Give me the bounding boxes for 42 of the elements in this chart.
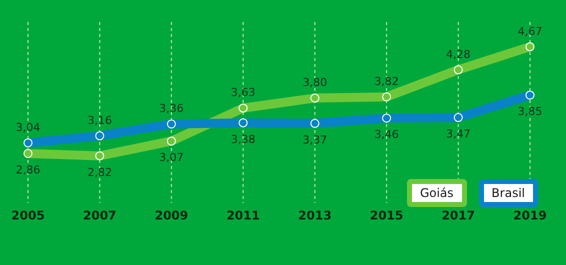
point — [382, 114, 392, 123]
data-label: 4,28 — [446, 48, 471, 61]
point — [310, 94, 320, 103]
point — [238, 118, 248, 128]
data-label: 3,38 — [230, 132, 256, 146]
data-label: 2,82 — [87, 166, 112, 179]
data-label: 4,67 — [518, 24, 542, 38]
x-tick-label: 2017 — [442, 208, 475, 223]
data-label: 3,04 — [16, 120, 40, 134]
point — [454, 65, 463, 74]
data-label: 3,47 — [446, 128, 471, 141]
point — [310, 118, 320, 128]
data-label: 3,63 — [230, 86, 256, 100]
data-label: 3,36 — [159, 102, 184, 115]
point — [166, 136, 176, 146]
data-label: 3,82 — [374, 74, 399, 88]
data-label: 3,46 — [374, 128, 399, 142]
x-tick-label: 2009 — [154, 208, 188, 223]
point — [526, 42, 534, 52]
x-tick-label: 2011 — [226, 208, 260, 223]
text: Goiás — [406, 179, 467, 207]
point — [382, 92, 392, 102]
data-label: 3,80 — [302, 76, 328, 90]
point — [95, 131, 104, 140]
x-tick-label: 2019 — [513, 208, 547, 223]
text: Brasil — [478, 179, 538, 207]
x-tick-label: 2013 — [298, 208, 332, 223]
point — [454, 113, 463, 122]
data-label: 3,07 — [159, 151, 184, 164]
point — [166, 119, 176, 128]
point — [24, 138, 32, 148]
data-label: 3,85 — [518, 105, 542, 118]
x-tick-label: 2005 — [11, 208, 45, 223]
x-tick-label: 2007 — [83, 208, 116, 223]
x-tick-label: 2015 — [370, 208, 404, 223]
point — [95, 151, 104, 160]
point — [526, 90, 534, 100]
point — [238, 104, 248, 113]
data-label: 3,37 — [302, 133, 328, 146]
data-label: 2,86 — [16, 163, 40, 176]
point — [24, 148, 32, 158]
data-label: 3,16 — [87, 114, 112, 127]
